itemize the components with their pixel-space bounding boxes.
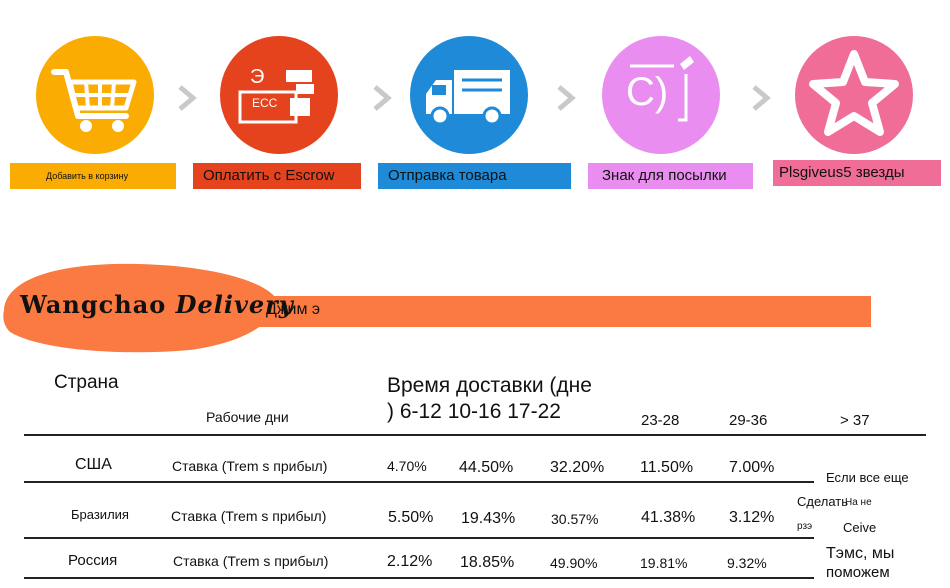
brazil-29-36: 3.12%: [729, 509, 775, 526]
delivery-time-header: Время доставки (дне: [387, 374, 592, 397]
table-rule: [24, 537, 814, 539]
chevron-right-icon: [752, 85, 771, 111]
usa-17-22: 32.20%: [550, 459, 605, 476]
russia-29-36: 9.32%: [727, 555, 767, 571]
note-text: На не: [845, 497, 872, 508]
step-circle-star: [795, 36, 913, 154]
note-text: рзэ: [797, 521, 813, 532]
col-29-36: 29-36: [729, 412, 768, 429]
step-label-stars: Plsgiveus5 звезды: [773, 160, 941, 186]
chevron-right-icon: [178, 85, 197, 111]
step-circle-cart: [36, 36, 154, 154]
step-label-add-to-cart: Добавить в корзину: [10, 163, 176, 189]
banner-blob: [3, 263, 277, 353]
note-text: Если все еще: [826, 470, 909, 485]
step-circle-shipping: [410, 36, 528, 154]
step-label-sign: Знак для посылки: [588, 163, 753, 189]
table-rule: [24, 577, 814, 579]
col-23-28: 23-28: [641, 412, 680, 429]
brazil-10-16: 19.43%: [461, 510, 516, 527]
escrow-icon-text: ECC: [252, 96, 278, 110]
banner-brand-name: Wangchao: [20, 290, 167, 319]
table-rule: [24, 481, 814, 483]
country-header: Страна: [54, 372, 119, 393]
russia-6-12: 2.12%: [387, 553, 433, 570]
chevron-right-icon: [557, 85, 576, 111]
russia-17-22: 49.90%: [550, 555, 598, 571]
note-text: Тэмс, мы: [826, 545, 895, 562]
country-russia: Россия: [68, 552, 118, 569]
note-text: Сделать: [797, 494, 849, 509]
sign-icon-text: С): [626, 70, 669, 114]
delivery-time-ranges: ) 6-12 10-16 17-22: [387, 400, 561, 423]
banner-subtitle: Джим э: [266, 301, 321, 318]
brazil-23-28: 41.38%: [641, 509, 696, 526]
escrow-icon-letter: Э: [250, 66, 265, 88]
step-label-escrow: Оплатить с Escrow: [193, 163, 361, 189]
usa-10-16: 44.50%: [459, 459, 514, 476]
chevron-right-icon: [373, 85, 392, 111]
workdays-label: Рабочие дни: [206, 409, 289, 425]
brazil-17-22: 30.57%: [551, 511, 599, 527]
brazil-6-12: 5.50%: [388, 509, 434, 526]
usa-23-28: 11.50%: [640, 459, 694, 476]
step-circle-escrow: Э ECC: [220, 36, 338, 154]
shopping-cart-icon: [51, 69, 137, 132]
russia-23-28: 19.81%: [640, 555, 688, 571]
delivery-truck-icon: [426, 70, 510, 126]
banner-brand-script: Delivery: [175, 290, 294, 319]
step-label-shipping: Отправка товара: [378, 163, 571, 189]
col-37-plus: > 37: [840, 412, 870, 429]
sign-package-icon: [630, 56, 694, 122]
escrow-payment-icon: [238, 70, 314, 124]
country-usa: США: [75, 456, 112, 473]
note-text: Ceive: [843, 520, 877, 535]
country-brazil: Бразилия: [71, 507, 129, 522]
step-circle-sign: С): [602, 36, 720, 154]
usa-29-36: 7.00%: [729, 459, 775, 476]
russia-10-16: 18.85%: [460, 554, 515, 571]
note-text: поможем: [826, 564, 890, 581]
rate-label: Ставка (Trem s прибыл): [171, 508, 327, 524]
rate-label: Ставка (Trem s прибыл): [173, 553, 329, 569]
usa-6-12: 4.70%: [387, 458, 427, 474]
table-rule: [24, 434, 926, 436]
star-icon: [809, 50, 899, 136]
rate-label: Ставка (Trem s прибыл): [172, 458, 328, 474]
banner-brand: Wangchao Delivery: [20, 290, 294, 319]
